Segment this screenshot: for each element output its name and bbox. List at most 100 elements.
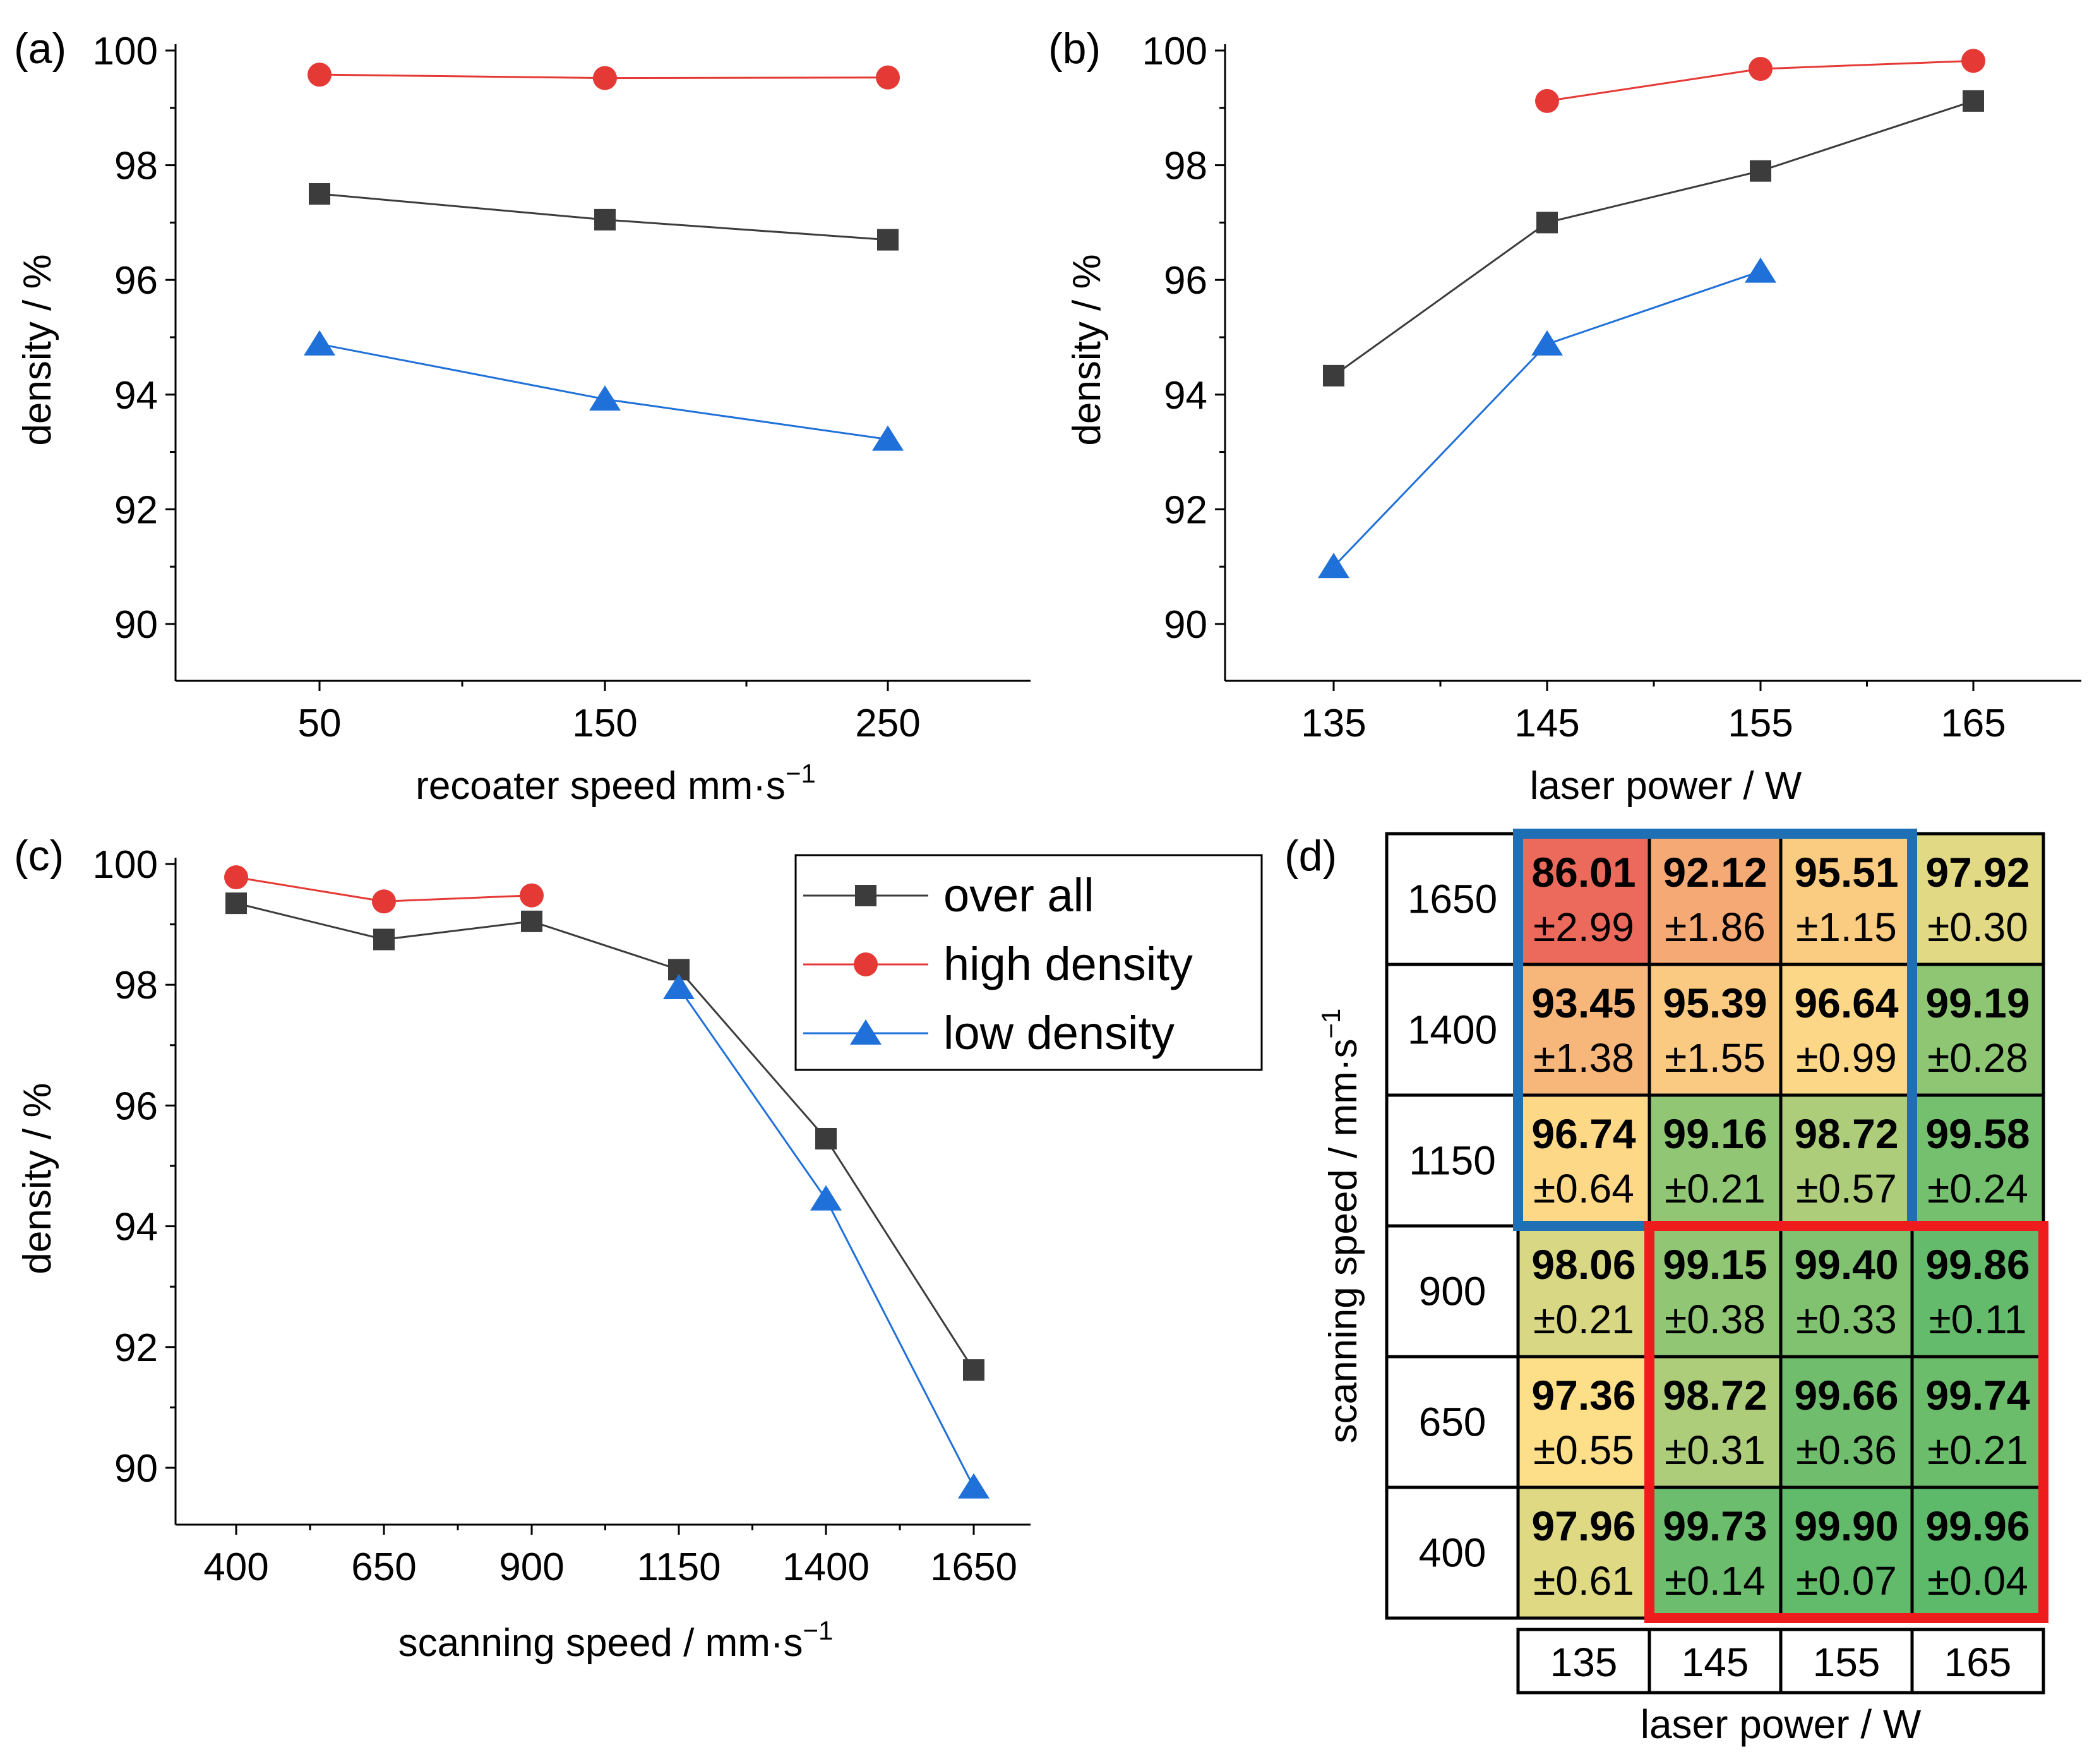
y-axis-label: density / %: [16, 1083, 59, 1274]
data-point-overall: [1750, 160, 1771, 182]
cell-error: ±0.31: [1665, 1427, 1766, 1473]
cell-error: ±0.14: [1665, 1558, 1766, 1604]
y-tick-label: 100: [93, 843, 158, 887]
data-point-low: [872, 425, 904, 451]
legend-marker-overall: [855, 885, 876, 906]
cell-value: 99.40: [1794, 1241, 1898, 1288]
series-high: [308, 63, 900, 90]
legend-label-high: high density: [943, 938, 1193, 990]
y-tick-label: 90: [114, 1447, 158, 1491]
cell-value: 96.64: [1794, 980, 1898, 1026]
cell-error: ±0.38: [1665, 1297, 1766, 1342]
y-axis-label: density / %: [16, 254, 59, 445]
x-tick-label: 1400: [782, 1545, 870, 1589]
cell-error: ±0.36: [1796, 1427, 1897, 1473]
series-high: [1535, 49, 1985, 113]
data-point-low: [1318, 553, 1349, 579]
heatmap-cell: [1648, 963, 1783, 1097]
series-overall: [1323, 90, 1984, 387]
cell-value: 86.01: [1531, 849, 1636, 896]
y-tick-label: 96: [114, 1084, 158, 1128]
cell-error: ±0.64: [1533, 1166, 1634, 1211]
x-tick-label: 145: [1514, 702, 1579, 745]
cell-value: 98.72: [1663, 1372, 1767, 1419]
data-point-low: [589, 385, 621, 411]
cell-value: 99.86: [1925, 1241, 2030, 1288]
heatmap-panel: (d) 1650 86.01 ±2.99 92.12 ±1.86 95.51 ±1.15 97.…: [1284, 829, 2048, 1747]
panel-label: (d): [1284, 832, 1337, 880]
row-label: 400: [1419, 1530, 1486, 1576]
series-line-overall: [236, 902, 975, 1371]
series-overall: [309, 183, 899, 251]
y-axis-label: density / %: [1065, 254, 1109, 445]
data-point-high: [520, 883, 544, 908]
cell-error: ±0.28: [1927, 1035, 2028, 1081]
x-tick-label: 250: [855, 702, 920, 745]
y-tick-label: 92: [114, 1326, 158, 1370]
legend-label-overall: over all: [943, 869, 1094, 921]
x-tick-label: 50: [298, 702, 342, 745]
cell-value: 97.92: [1925, 849, 2030, 896]
chart-panel-2: 90 92 94 96 98 100 400 650 900 1150 1400 1650 (c) den…: [14, 832, 1263, 1665]
chart-panel-0: 90 92 94 96 98 100 50 150 250 (a) density / % recoa…: [14, 25, 1031, 808]
col-label: 155: [1813, 1640, 1881, 1685]
cell-error: ±0.21: [1665, 1166, 1766, 1211]
highlight-box: [1644, 1221, 2048, 1623]
cell-error: ±0.99: [1796, 1035, 1897, 1081]
col-label: 135: [1550, 1640, 1618, 1685]
data-point-high: [876, 65, 900, 90]
data-point-low: [810, 1185, 842, 1211]
x-tick-label: 900: [499, 1545, 564, 1589]
data-point-overall: [521, 910, 542, 932]
panel-label: (a): [14, 25, 66, 73]
data-point-overall: [373, 928, 395, 951]
col-label-cell: [1910, 1628, 2045, 1695]
series-line-low: [1332, 270, 1761, 568]
heatmap-cell: [1910, 1355, 2045, 1489]
data-point-high: [1535, 88, 1559, 113]
cell-value: 99.66: [1794, 1372, 1898, 1419]
chart-panel-1: 90 92 94 96 98 100 135 145 155 165 (b) density / % l…: [1048, 25, 2081, 808]
data-point-overall: [815, 1127, 837, 1149]
data-point-high: [224, 865, 248, 890]
y-tick-label: 100: [1142, 30, 1207, 73]
series-low: [663, 973, 990, 1499]
col-label-cell: [1648, 1628, 1783, 1695]
cell-value: 98.06: [1531, 1241, 1636, 1288]
y-tick-label: 92: [1164, 488, 1207, 532]
cell-error: ±1.55: [1665, 1035, 1766, 1081]
data-point-high: [1961, 49, 1985, 73]
cell-error: ±1.38: [1533, 1035, 1634, 1081]
y-tick-label: 98: [114, 145, 158, 188]
cell-value: 99.58: [1925, 1110, 2030, 1157]
cell-error: ±0.21: [1533, 1297, 1634, 1342]
heatmap-cell: [1648, 1355, 1783, 1489]
cell-value: 95.51: [1794, 849, 1898, 896]
cell-error: ±0.11: [1929, 1297, 2027, 1342]
x-tick-label: 155: [1728, 702, 1793, 745]
y-tick-label: 90: [114, 603, 158, 647]
heatmap-cell: [1910, 832, 2045, 966]
cell-error: ±0.07: [1796, 1558, 1897, 1604]
heatmap-cell: [1779, 832, 1914, 966]
data-point-overall: [225, 892, 247, 915]
y-tick-label: 94: [114, 1206, 158, 1249]
cell-error: ±0.61: [1533, 1558, 1634, 1604]
legend-marker-high: [854, 952, 878, 976]
heatmap-cell: [1516, 1093, 1651, 1228]
series-overall: [225, 892, 984, 1381]
y-tick-label: 94: [1164, 374, 1207, 417]
cell-value: 99.74: [1925, 1372, 2030, 1419]
data-point-high: [1749, 57, 1773, 81]
data-point-overall: [1963, 90, 1984, 112]
data-point-high: [372, 889, 396, 914]
y-tick-label: 96: [1164, 259, 1207, 303]
cell-value: 93.45: [1531, 980, 1636, 1026]
data-point-low: [304, 330, 335, 356]
x-tick-label: 150: [572, 702, 637, 745]
heatmap-cell: [1648, 1093, 1783, 1228]
cell-error: ±0.57: [1796, 1166, 1897, 1211]
cell-error: ±0.55: [1533, 1427, 1634, 1473]
data-point-low: [663, 973, 695, 999]
row-label: 1400: [1408, 1007, 1497, 1053]
